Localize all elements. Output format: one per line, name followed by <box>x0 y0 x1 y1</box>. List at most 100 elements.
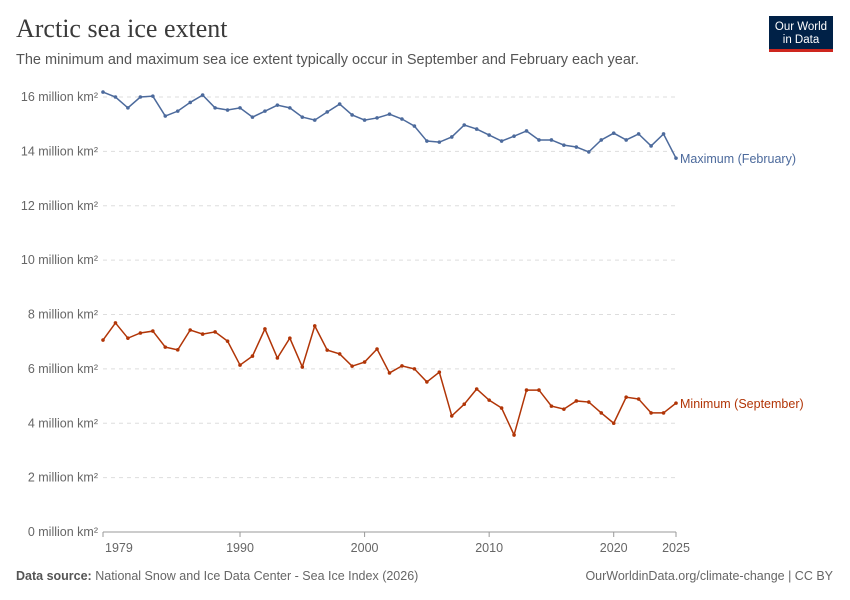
data-point[interactable] <box>288 336 292 340</box>
data-point[interactable] <box>512 134 516 138</box>
data-point[interactable] <box>312 118 317 122</box>
data-point[interactable] <box>462 123 467 127</box>
data-point[interactable] <box>312 324 317 328</box>
data-point[interactable] <box>325 348 330 352</box>
data-point[interactable] <box>238 363 242 367</box>
data-point[interactable] <box>474 127 479 131</box>
data-point[interactable] <box>362 118 367 122</box>
series-line[interactable] <box>102 321 677 438</box>
data-point[interactable] <box>524 388 529 392</box>
data-point[interactable] <box>113 321 118 325</box>
data-point[interactable] <box>624 138 628 142</box>
data-point[interactable] <box>163 345 168 349</box>
data-point[interactable] <box>425 139 429 143</box>
series-maximum[interactable]: Maximum (February) <box>101 90 796 166</box>
data-point[interactable] <box>499 139 504 143</box>
data-point[interactable] <box>387 371 392 375</box>
data-point[interactable] <box>288 106 292 110</box>
data-point[interactable] <box>250 115 255 119</box>
data-point[interactable] <box>574 399 579 403</box>
data-point[interactable] <box>188 328 192 332</box>
data-point[interactable] <box>562 143 566 147</box>
data-point[interactable] <box>163 114 168 118</box>
data-point[interactable] <box>387 112 392 116</box>
data-point[interactable] <box>487 398 491 402</box>
data-point[interactable] <box>649 144 653 148</box>
data-point[interactable] <box>101 90 105 94</box>
data-point[interactable] <box>437 370 442 374</box>
data-point[interactable] <box>574 145 579 149</box>
data-point[interactable] <box>225 339 230 343</box>
data-point[interactable] <box>126 106 130 110</box>
data-point[interactable] <box>499 406 504 410</box>
data-point[interactable] <box>512 433 516 437</box>
data-point[interactable] <box>238 106 242 110</box>
data-point[interactable] <box>263 109 267 113</box>
data-point[interactable] <box>661 411 666 415</box>
data-point[interactable] <box>524 129 529 133</box>
license[interactable]: OurWorldinData.org/climate-change | CC B… <box>585 569 833 583</box>
data-point[interactable] <box>599 411 604 415</box>
data-point[interactable] <box>375 347 379 351</box>
data-point[interactable] <box>611 421 616 426</box>
source-text[interactable]: National Snow and Ice Data Center - Sea … <box>95 569 419 583</box>
data-point[interactable] <box>138 95 143 99</box>
data-point[interactable] <box>275 103 280 107</box>
data-point[interactable] <box>200 332 205 336</box>
data-point[interactable] <box>175 109 180 113</box>
data-point[interactable] <box>300 365 305 369</box>
data-point[interactable] <box>138 331 143 335</box>
data-point[interactable] <box>674 401 678 405</box>
data-point[interactable] <box>151 94 155 98</box>
data-point[interactable] <box>624 395 628 399</box>
data-point[interactable] <box>337 352 342 356</box>
data-point[interactable] <box>449 135 454 139</box>
data-point[interactable] <box>400 117 404 121</box>
data-point[interactable] <box>263 327 267 331</box>
data-point[interactable] <box>636 397 641 401</box>
data-point[interactable] <box>661 132 666 136</box>
data-point[interactable] <box>462 402 467 407</box>
data-point[interactable] <box>537 388 541 392</box>
data-point[interactable] <box>636 132 641 136</box>
data-point[interactable] <box>611 131 616 135</box>
series-minimum[interactable]: Minimum (September) <box>101 321 804 438</box>
data-point[interactable] <box>425 380 429 384</box>
data-point[interactable] <box>649 411 653 415</box>
data-point[interactable] <box>113 95 118 99</box>
data-point[interactable] <box>400 364 404 368</box>
data-point[interactable] <box>549 404 554 408</box>
data-point[interactable] <box>549 138 554 142</box>
data-point[interactable] <box>350 364 354 368</box>
data-point[interactable] <box>250 354 255 358</box>
data-point[interactable] <box>126 336 130 340</box>
data-point[interactable] <box>587 400 591 404</box>
data-point[interactable] <box>225 108 230 112</box>
data-point[interactable] <box>275 356 280 360</box>
data-point[interactable] <box>474 387 479 391</box>
data-point[interactable] <box>213 330 217 334</box>
data-point[interactable] <box>599 138 604 142</box>
data-point[interactable] <box>101 338 105 342</box>
data-point[interactable] <box>175 348 180 352</box>
data-point[interactable] <box>674 156 678 160</box>
data-point[interactable] <box>412 367 417 371</box>
data-point[interactable] <box>337 102 342 106</box>
data-point[interactable] <box>300 115 305 119</box>
data-point[interactable] <box>325 110 330 114</box>
data-point[interactable] <box>362 360 367 364</box>
data-point[interactable] <box>350 113 354 117</box>
data-point[interactable] <box>437 140 442 144</box>
data-point[interactable] <box>587 150 591 154</box>
data-point[interactable] <box>213 106 217 110</box>
data-point[interactable] <box>200 93 205 97</box>
owid-logo[interactable]: Our World in Data <box>769 16 833 52</box>
data-point[interactable] <box>412 124 417 128</box>
data-point[interactable] <box>151 329 155 333</box>
data-point[interactable] <box>487 133 491 137</box>
data-point[interactable] <box>375 116 379 120</box>
data-point[interactable] <box>188 100 192 105</box>
data-point[interactable] <box>562 407 566 411</box>
data-point[interactable] <box>449 414 454 418</box>
data-point[interactable] <box>537 138 541 142</box>
